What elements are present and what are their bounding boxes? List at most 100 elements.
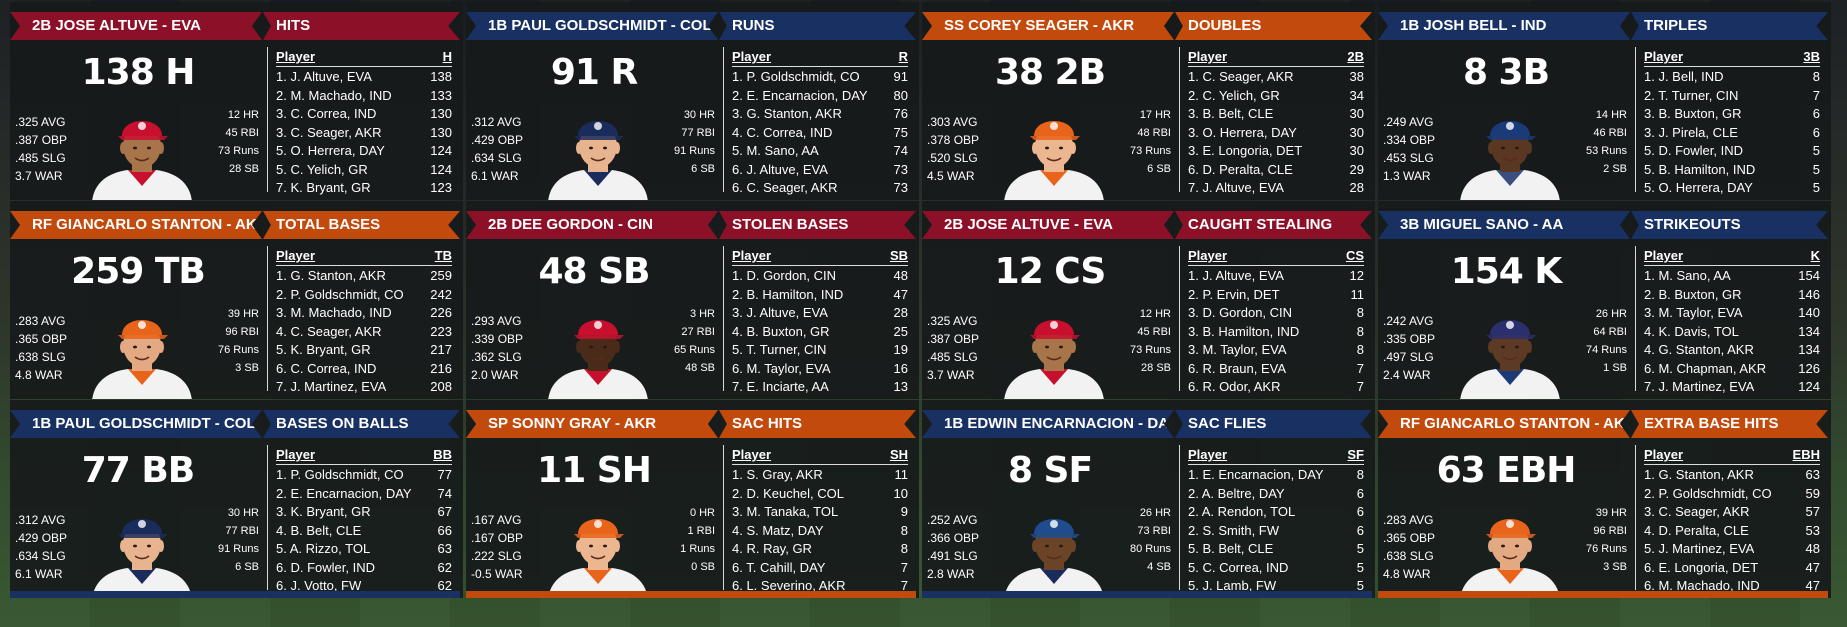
stat-column-header[interactable]: 3B xyxy=(1803,49,1820,64)
leaderboard-row[interactable]: 6. D. Fowler, IND 62 xyxy=(276,559,452,578)
leaderboard-row[interactable]: 2. S. Smith, FW 6 xyxy=(1188,522,1364,541)
leaderboard-row[interactable]: 3. K. Bryant, GR 67 xyxy=(276,503,452,522)
leaderboard-row[interactable]: 5. A. Rizzo, TOL 63 xyxy=(276,540,452,559)
player-avatar[interactable] xyxy=(88,305,196,399)
player-column-header[interactable]: Player xyxy=(732,248,772,263)
player-header[interactable]: SS COREY SEAGER - AKR xyxy=(922,12,1174,40)
leaderboard-row[interactable]: 6. D. Peralta, CLE 29 xyxy=(1188,161,1364,180)
category-header[interactable]: STOLEN BASES xyxy=(719,211,916,239)
leaderboard-row[interactable]: 6. L. Severino, AKR 7 xyxy=(732,577,908,596)
leaderboard-row[interactable]: 1. J. Altuve, EVA 12 xyxy=(1188,267,1364,286)
leaderboard-row[interactable]: 3. J. Pirela, CLE 6 xyxy=(1644,124,1820,143)
player-column-header[interactable]: Player xyxy=(276,447,316,462)
player-column-header[interactable]: Player xyxy=(1188,447,1228,462)
leaderboard-row[interactable]: 4. R. Ray, GR 8 xyxy=(732,540,908,559)
leaderboard-row[interactable]: 3. B. Buxton, GR 6 xyxy=(1644,105,1820,124)
leaderboard-row[interactable]: 7. K. Bryant, GR 123 xyxy=(276,179,452,198)
stat-column-header[interactable]: R xyxy=(898,49,908,64)
stat-column-header[interactable]: CS xyxy=(1345,248,1364,263)
player-avatar[interactable] xyxy=(1000,305,1108,399)
player-header[interactable]: RF GIANCARLO STANTON - AKR xyxy=(1378,410,1630,438)
leaderboard-row[interactable]: 6. C. Correa, IND 216 xyxy=(276,360,452,379)
stat-column-header[interactable]: SF xyxy=(1347,447,1364,462)
leaderboard-row[interactable]: 1. S. Gray, AKR 11 xyxy=(732,466,908,485)
stat-column-header[interactable]: TB xyxy=(434,248,452,263)
leaderboard-row[interactable]: 1. P. Goldschmidt, CO 77 xyxy=(276,466,452,485)
leaderboard-row[interactable]: 2. C. Yelich, GR 34 xyxy=(1188,87,1364,106)
category-header[interactable]: CAUGHT STEALING xyxy=(1175,211,1372,239)
leaderboard-row[interactable]: 2. T. Turner, CIN 7 xyxy=(1644,87,1820,106)
player-column-header[interactable]: Player xyxy=(276,49,316,64)
leaderboard-row[interactable]: 6. M. Taylor, EVA 16 xyxy=(732,360,908,379)
leaderboard-row[interactable]: 7. J. Altuve, EVA 28 xyxy=(1188,179,1364,198)
stat-column-header[interactable]: 2B xyxy=(1347,49,1364,64)
leaderboard-row[interactable]: 5. J. Martinez, EVA 48 xyxy=(1644,540,1820,559)
leaderboard-row[interactable]: 2. B. Hamilton, IND 47 xyxy=(732,286,908,305)
leaderboard-row[interactable]: 5. T. Turner, CIN 19 xyxy=(732,341,908,360)
category-header[interactable]: STRIKEOUTS xyxy=(1631,211,1828,239)
stat-column-header[interactable]: K xyxy=(1810,248,1820,263)
leaderboard-row[interactable]: 1. G. Stanton, AKR 259 xyxy=(276,267,452,286)
category-header[interactable]: SAC FLIES xyxy=(1175,410,1372,438)
leaderboard-row[interactable]: 2. P. Goldschmidt, CO 59 xyxy=(1644,485,1820,504)
leaderboard-row[interactable]: 3. C. Seager, AKR 130 xyxy=(276,124,452,143)
player-avatar[interactable] xyxy=(544,106,652,200)
leaderboard-row[interactable]: 2. A. Beltre, DAY 6 xyxy=(1188,485,1364,504)
leaderboard-row[interactable]: 5. B. Belt, CLE 5 xyxy=(1188,540,1364,559)
leaderboard-row[interactable]: 2. D. Keuchel, COL 10 xyxy=(732,485,908,504)
leaderboard-row[interactable]: 2. P. Ervin, DET 11 xyxy=(1188,286,1364,305)
category-header[interactable]: SAC HITS xyxy=(719,410,916,438)
player-header[interactable]: RF GIANCARLO STANTON - AKR xyxy=(10,211,262,239)
leaderboard-row[interactable]: 1. D. Gordon, CIN 48 xyxy=(732,267,908,286)
category-header[interactable]: EXTRA BASE HITS xyxy=(1631,410,1828,438)
category-header[interactable]: BASES ON BALLS xyxy=(263,410,460,438)
leaderboard-row[interactable]: 2. B. Buxton, GR 146 xyxy=(1644,286,1820,305)
stat-column-header[interactable]: SB xyxy=(889,248,908,263)
leaderboard-row[interactable]: 1. J. Bell, IND 8 xyxy=(1644,68,1820,87)
player-header[interactable]: 1B PAUL GOLDSCHMIDT - COL xyxy=(10,410,262,438)
player-column-header[interactable]: Player xyxy=(1188,49,1228,64)
leaderboard-row[interactable]: 1. G. Stanton, AKR 63 xyxy=(1644,466,1820,485)
leaderboard-row[interactable]: 6. J. Votto, FW 62 xyxy=(276,577,452,596)
leaderboard-row[interactable]: 5. C. Yelich, GR 124 xyxy=(276,161,452,180)
leaderboard-row[interactable]: 5. C. Correa, IND 5 xyxy=(1188,559,1364,578)
player-column-header[interactable]: Player xyxy=(1644,49,1684,64)
leaderboard-row[interactable]: 4. G. Stanton, AKR 134 xyxy=(1644,341,1820,360)
player-header[interactable]: 1B PAUL GOLDSCHMIDT - COL xyxy=(466,12,718,40)
category-header[interactable]: TOTAL BASES xyxy=(263,211,460,239)
player-column-header[interactable]: Player xyxy=(732,447,772,462)
leaderboard-row[interactable]: 4. K. Davis, TOL 134 xyxy=(1644,323,1820,342)
leaderboard-row[interactable]: 5. D. Fowler, IND 5 xyxy=(1644,142,1820,161)
stat-column-header[interactable]: H xyxy=(442,49,452,64)
player-column-header[interactable]: Player xyxy=(276,248,316,263)
player-avatar[interactable] xyxy=(1456,305,1564,399)
player-avatar[interactable] xyxy=(544,305,652,399)
leaderboard-row[interactable]: 4. C. Correa, IND 75 xyxy=(732,124,908,143)
leaderboard-row[interactable]: 5. O. Herrera, DAY 124 xyxy=(276,142,452,161)
player-avatar[interactable] xyxy=(544,504,652,598)
player-column-header[interactable]: Player xyxy=(1188,248,1228,263)
leaderboard-row[interactable]: 6. R. Braun, EVA 7 xyxy=(1188,360,1364,379)
leaderboard-row[interactable]: 7. J. Martinez, EVA 124 xyxy=(1644,378,1820,397)
leaderboard-row[interactable]: 5. J. Lamb, FW 5 xyxy=(1188,577,1364,596)
leaderboard-row[interactable]: 2. A. Rendon, TOL 6 xyxy=(1188,503,1364,522)
leaderboard-row[interactable]: 5. O. Herrera, DAY 5 xyxy=(1644,179,1820,198)
stat-column-header[interactable]: BB xyxy=(433,447,452,462)
player-header[interactable]: 1B EDWIN ENCARNACION - DAY xyxy=(922,410,1174,438)
leaderboard-row[interactable]: 6. R. Odor, AKR 7 xyxy=(1188,378,1364,397)
category-header[interactable]: TRIPLES xyxy=(1631,12,1828,40)
leaderboard-row[interactable]: 3. M. Tanaka, TOL 9 xyxy=(732,503,908,522)
leaderboard-row[interactable]: 2. P. Goldschmidt, CO 242 xyxy=(276,286,452,305)
leaderboard-row[interactable]: 2. M. Machado, IND 133 xyxy=(276,87,452,106)
player-header[interactable]: 2B JOSE ALTUVE - EVA xyxy=(922,211,1174,239)
leaderboard-row[interactable]: 6. C. Seager, AKR 73 xyxy=(732,179,908,198)
category-header[interactable]: HITS xyxy=(263,12,460,40)
leaderboard-row[interactable]: 4. B. Belt, CLE 66 xyxy=(276,522,452,541)
leaderboard-row[interactable]: 7. J. Martinez, EVA 208 xyxy=(276,378,452,397)
leaderboard-row[interactable]: 3. C. Seager, AKR 57 xyxy=(1644,503,1820,522)
leaderboard-row[interactable]: 3. E. Longoria, DET 30 xyxy=(1188,142,1364,161)
leaderboard-row[interactable]: 6. T. Cahill, DAY 7 xyxy=(732,559,908,578)
stat-column-header[interactable]: SH xyxy=(889,447,908,462)
leaderboard-row[interactable]: 1. P. Goldschmidt, CO 91 xyxy=(732,68,908,87)
leaderboard-row[interactable]: 5. K. Bryant, GR 217 xyxy=(276,341,452,360)
